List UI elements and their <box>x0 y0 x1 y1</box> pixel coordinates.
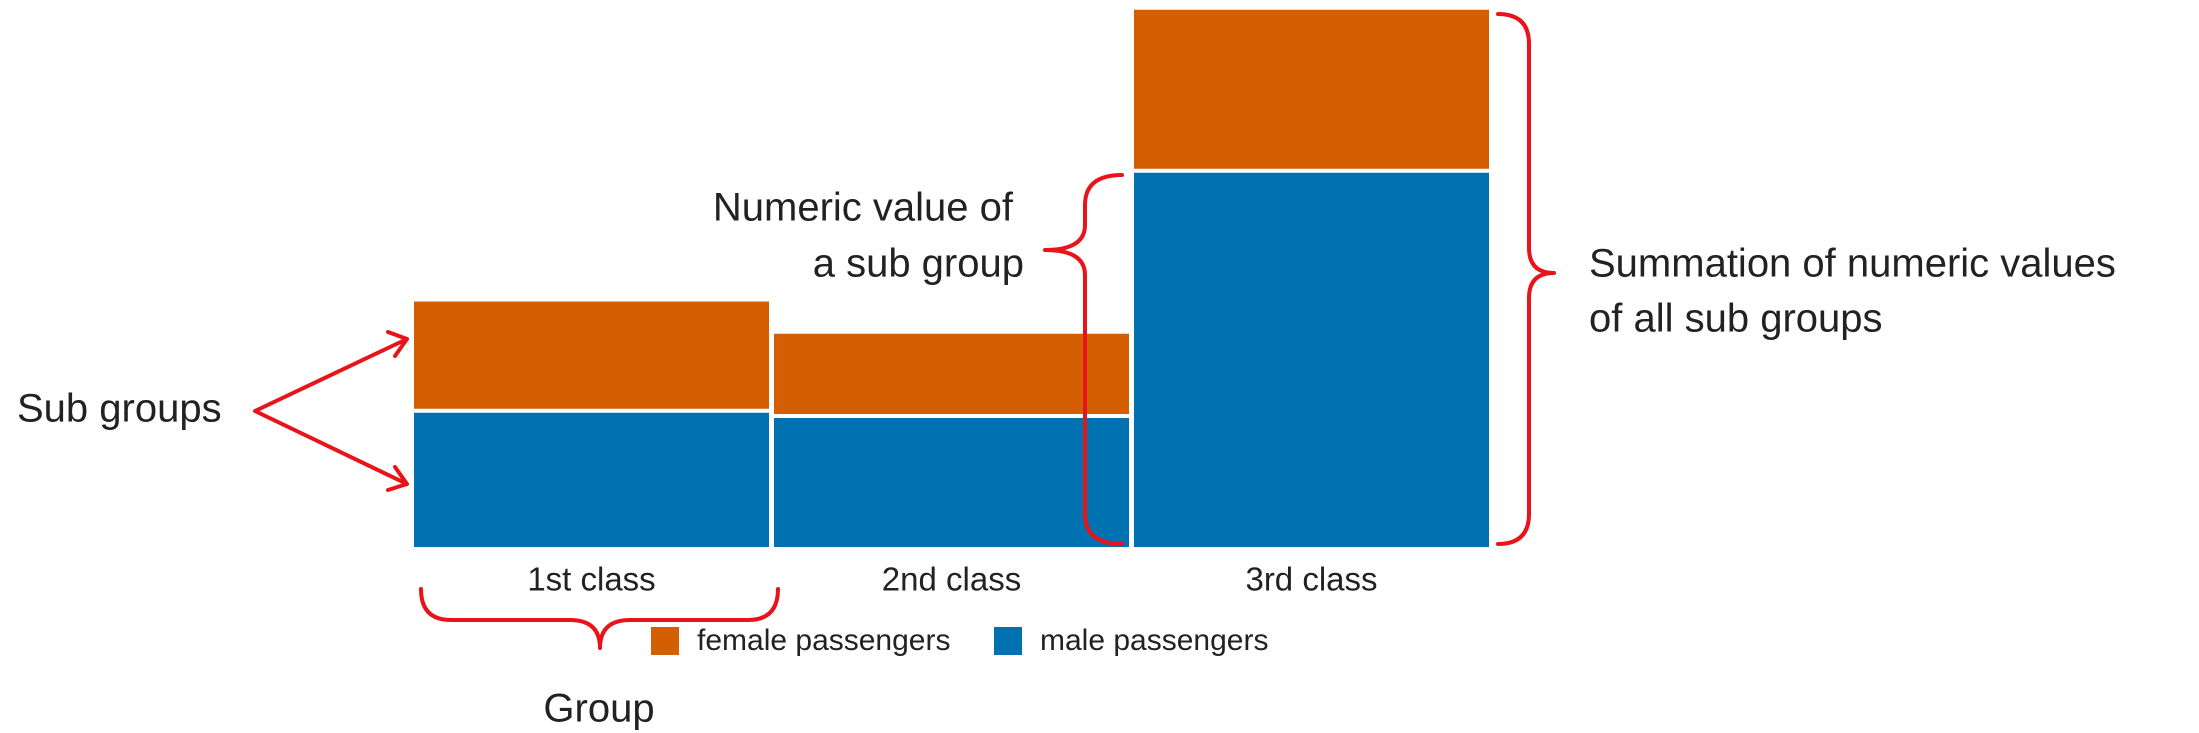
bar-segment <box>414 412 769 547</box>
bar-segment <box>774 418 1129 547</box>
bar-segment <box>774 333 1129 414</box>
x-tick-label: 3rd class <box>1245 561 1377 598</box>
annotation: Group <box>543 687 654 731</box>
brace <box>1043 173 1124 546</box>
legend-label: female passengers <box>697 624 950 657</box>
annotation: a sub group <box>813 242 1024 286</box>
annotation: Numeric value of <box>713 186 1014 230</box>
arrows <box>253 330 409 492</box>
annotation-marks <box>253 12 1556 650</box>
annotation: Summation of numeric values <box>1589 242 2116 286</box>
bar-segment <box>414 301 769 409</box>
legend-swatch <box>994 627 1022 655</box>
bar-segment <box>1134 172 1489 547</box>
x-tick-label: 2nd class <box>882 561 1021 598</box>
annotation: of all sub groups <box>1589 297 1883 341</box>
legend-label: male passengers <box>1040 624 1268 657</box>
bar-segment <box>1134 9 1489 169</box>
legend-swatch <box>651 627 679 655</box>
annotation: Sub groups <box>17 387 222 431</box>
brace <box>419 587 780 650</box>
x-tick-label: 1st class <box>527 561 655 598</box>
brace <box>1496 12 1556 546</box>
